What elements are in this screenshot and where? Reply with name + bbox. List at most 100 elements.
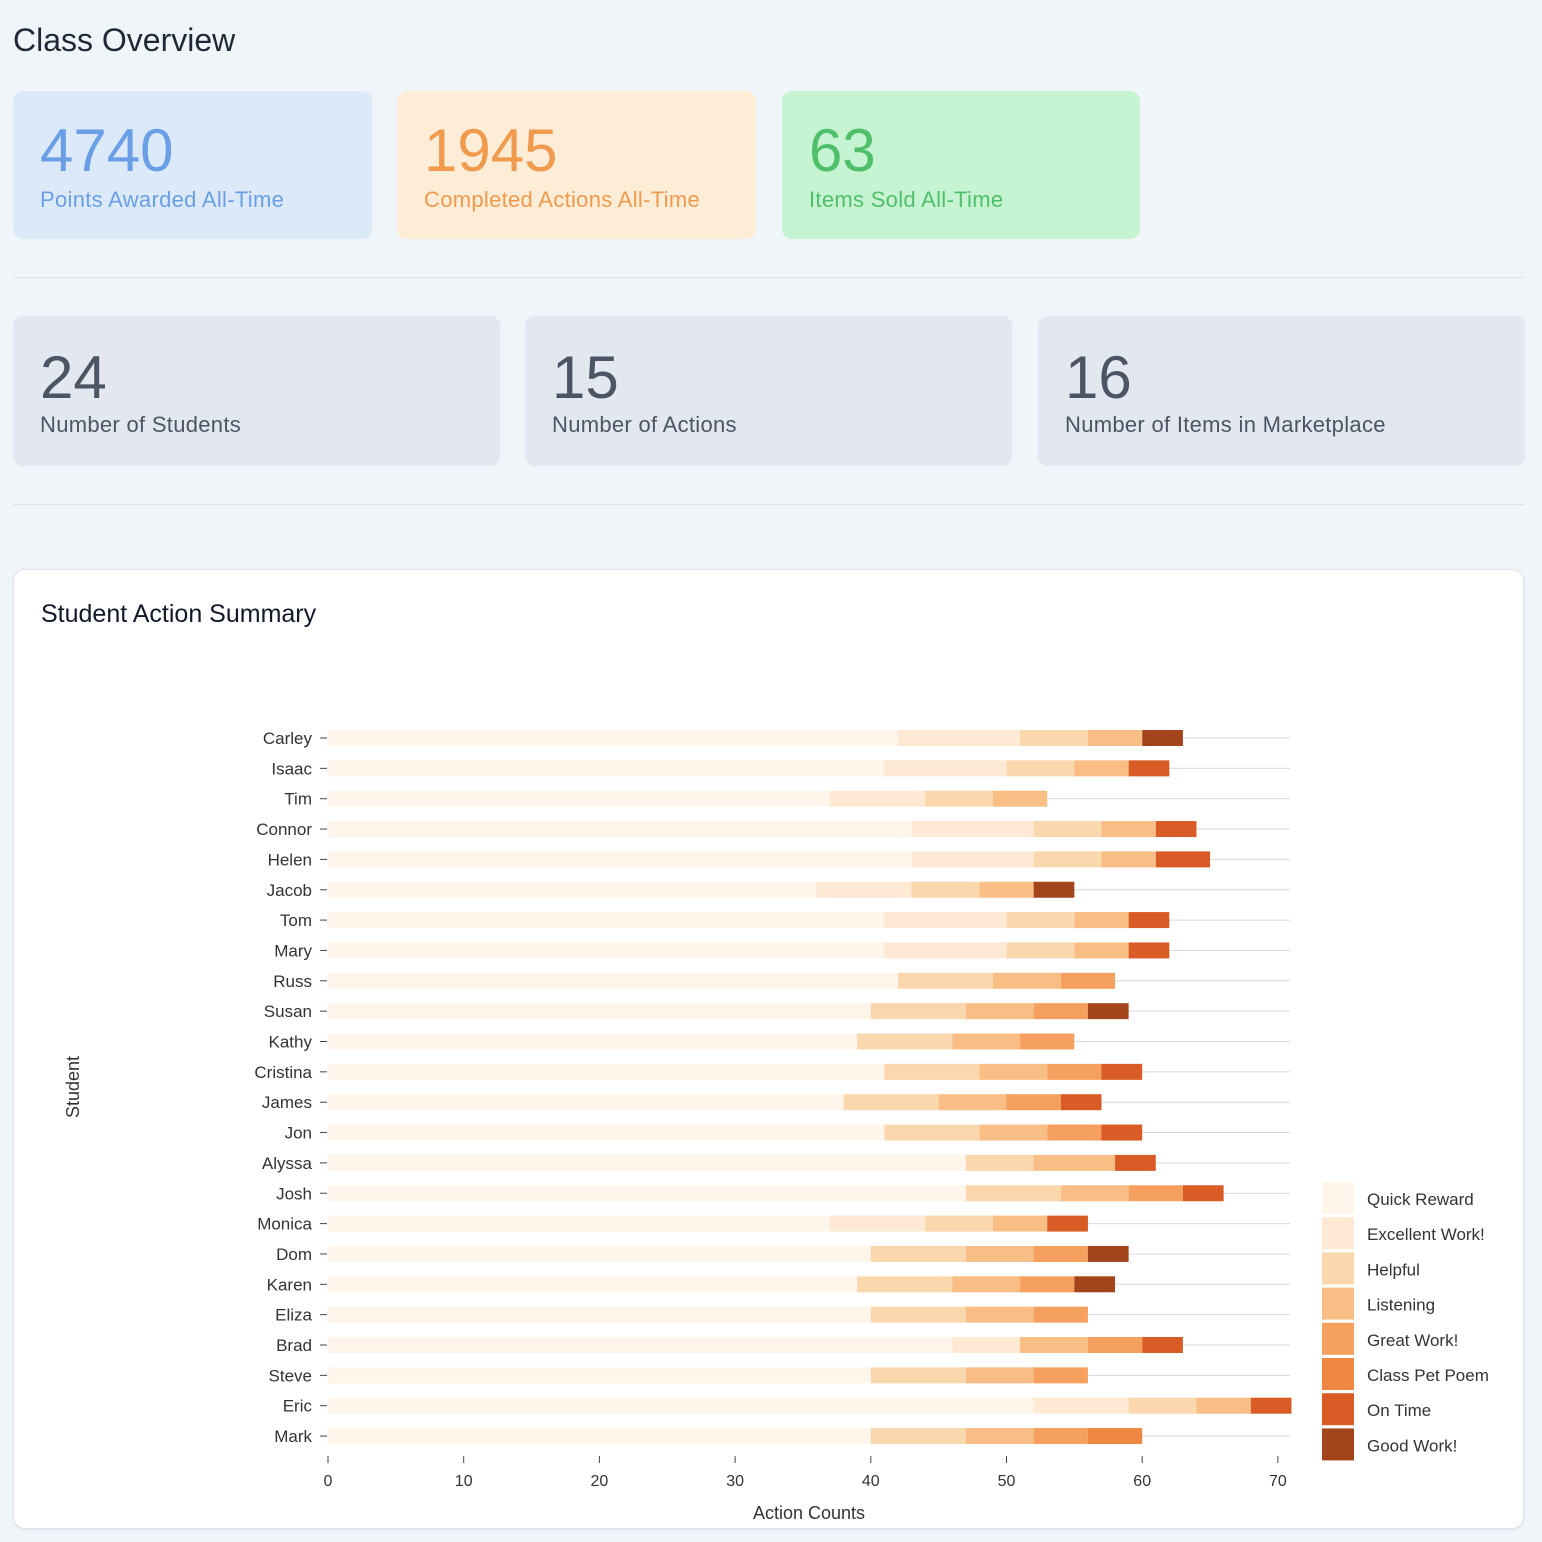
bar-segment xyxy=(884,760,1007,777)
bar-segment xyxy=(965,1154,1034,1171)
legend-label: Good Work! xyxy=(1367,1436,1457,1455)
bar-segment xyxy=(328,821,912,838)
legend-swatch xyxy=(1322,1182,1354,1214)
bar-segment xyxy=(884,1124,980,1141)
bar-segment xyxy=(328,730,898,746)
bar-segment xyxy=(1060,1185,1129,1202)
students-count-label: Number of Students xyxy=(40,412,242,437)
bar-segment xyxy=(965,1245,1034,1262)
x-tick-label: 30 xyxy=(726,1473,744,1490)
bar-segment xyxy=(328,851,912,868)
y-tick-label: Connor xyxy=(256,820,312,839)
bar-segment xyxy=(1074,912,1129,929)
bar-segment xyxy=(328,942,885,959)
bar-segment xyxy=(328,1397,1034,1414)
bar-segment xyxy=(328,1063,885,1080)
legend-swatch xyxy=(1322,1252,1354,1285)
bar-segment xyxy=(992,972,1061,989)
bar-segment xyxy=(328,912,885,929)
bar-segment xyxy=(1006,760,1075,777)
y-tick-label: Susan xyxy=(264,1002,312,1021)
bar-segment xyxy=(979,1063,1048,1080)
bar-segment xyxy=(328,1215,831,1232)
bar-segment xyxy=(1101,821,1156,838)
bar-segment xyxy=(952,1033,1021,1050)
bar-segment xyxy=(992,790,1048,807)
legend-label: Great Work! xyxy=(1367,1331,1458,1350)
bar-segment xyxy=(328,1154,966,1171)
bar-segment xyxy=(1006,912,1075,929)
x-tick-label: 10 xyxy=(455,1473,473,1490)
bar-segment xyxy=(870,1245,966,1262)
bar-segment xyxy=(1033,821,1102,838)
bar-segment xyxy=(328,972,898,989)
y-tick-label: Carley xyxy=(263,729,313,748)
bar-segment xyxy=(328,1306,871,1323)
bar-segment xyxy=(1033,1367,1088,1384)
completed-actions-value: 1945 xyxy=(424,117,558,184)
bar-segment xyxy=(911,881,980,898)
bar-segment xyxy=(1182,1185,1224,1202)
y-tick-label: Karen xyxy=(267,1275,312,1294)
bar-segment xyxy=(328,1367,871,1384)
y-tick-label: Kathy xyxy=(269,1033,313,1052)
bar-segment xyxy=(1087,1245,1129,1262)
bar-segment xyxy=(843,1094,939,1111)
legend-swatch xyxy=(1322,1428,1354,1461)
y-tick-label: Alyssa xyxy=(262,1154,313,1173)
y-tick-label: Tom xyxy=(280,911,312,930)
bar-segment xyxy=(1128,942,1170,959)
points-awarded-value: 4740 xyxy=(40,117,174,184)
bar-segment xyxy=(328,1245,871,1262)
marketplace-items-value: 16 xyxy=(1065,344,1132,411)
y-tick-label: Monica xyxy=(257,1215,312,1234)
bar-segment xyxy=(1047,1063,1102,1080)
bar-segment xyxy=(328,1033,858,1050)
x-tick-label: 50 xyxy=(998,1473,1016,1490)
legend-label: Class Pet Poem xyxy=(1367,1366,1489,1385)
bar-segment xyxy=(1155,851,1211,868)
marketplace-items-card: 16 Number of Items in Marketplace xyxy=(1038,316,1525,466)
bar-segment xyxy=(1074,1276,1116,1293)
bar-segment xyxy=(1060,972,1116,989)
bar-segment xyxy=(1047,1215,1088,1232)
bar-segment xyxy=(1020,1276,1075,1293)
bar-segment xyxy=(1047,1124,1102,1141)
bar-segment xyxy=(1060,1094,1102,1111)
legend-label: Excellent Work! xyxy=(1367,1225,1485,1244)
bar-segment xyxy=(925,790,993,807)
bar-segment xyxy=(328,1124,885,1141)
x-tick-label: 60 xyxy=(1133,1473,1151,1490)
x-axis-label: Action Counts xyxy=(753,1503,865,1523)
y-axis-label: Student xyxy=(63,1056,83,1118)
page-title: Class Overview xyxy=(13,22,236,58)
chart-card-title: Student Action Summary xyxy=(41,600,317,628)
bar-segment xyxy=(1006,1094,1061,1111)
bar-segment xyxy=(1087,1003,1129,1020)
points-awarded-card: 4740 Points Awarded All-Time xyxy=(13,91,372,239)
y-tick-label: Dom xyxy=(276,1245,312,1264)
bar-segment xyxy=(1250,1397,1292,1414)
bar-segment xyxy=(897,730,1021,746)
bar-segment xyxy=(884,942,1007,959)
bar-segment xyxy=(965,1367,1034,1384)
y-tick-label: Eliza xyxy=(275,1306,312,1325)
bar-segment xyxy=(938,1094,1007,1111)
legend-label: Helpful xyxy=(1367,1260,1420,1279)
bar-segment xyxy=(992,1215,1048,1232)
y-tick-label: Helen xyxy=(268,850,312,869)
bar-segment xyxy=(1087,1428,1143,1445)
y-tick-label: James xyxy=(262,1093,312,1112)
bar-segment xyxy=(884,1063,980,1080)
bar-segment xyxy=(1033,1154,1116,1171)
bar-segment xyxy=(965,1003,1034,1020)
bar-segment xyxy=(328,881,817,898)
bar-segment xyxy=(1196,1397,1251,1414)
legend-swatch xyxy=(1322,1358,1354,1390)
bar-segment xyxy=(1087,1337,1143,1353)
bar-segment xyxy=(1155,821,1197,838)
bar-segment xyxy=(870,1428,966,1445)
section-divider xyxy=(13,504,1524,505)
completed-actions-card: 1945 Completed Actions All-Time xyxy=(397,91,756,239)
